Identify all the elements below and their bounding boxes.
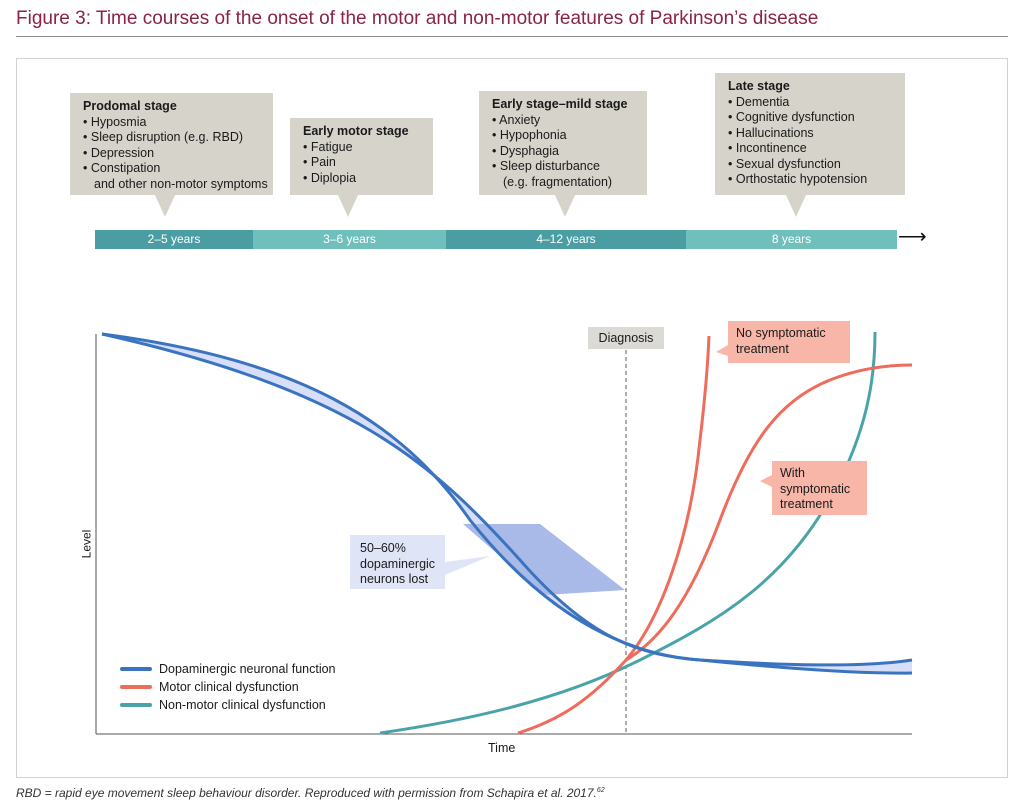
stage-item: Dementia: [728, 95, 895, 111]
timeline-segment-2: 3–6 years: [253, 230, 446, 249]
non-motor-curve: [379, 331, 877, 735]
legend-item: Non-motor clinical dysfunction: [120, 696, 336, 714]
stage-item: Hypophonia: [492, 128, 637, 144]
legend-item: Motor clinical dysfunction: [120, 678, 336, 696]
figure-frame: [16, 58, 1008, 778]
legend-swatch: [120, 703, 152, 707]
legend-label: Motor clinical dysfunction: [159, 680, 299, 694]
stage-item: Pain: [303, 155, 423, 171]
stage-item-continuation: and other non-motor symptoms: [94, 176, 268, 191]
legend-label: Non-motor clinical dysfunction: [159, 698, 326, 712]
stage-pointer: [555, 195, 575, 217]
motor-curve-untreated: [517, 335, 711, 735]
callout-neurons-lost: 50–60% dopaminergic neurons lost: [350, 535, 445, 589]
timeline-arrow-icon: ⟶: [898, 226, 927, 248]
stage-item: Dysphagia: [492, 144, 637, 160]
stage-pointer: [338, 195, 358, 217]
stage-item: Sleep disturbance: [492, 159, 637, 175]
stage-box-prodromal: Prodomal stage Hyposmia Sleep disruption…: [70, 93, 273, 195]
dopaminergic-curve-upper: [101, 332, 913, 667]
stage-item: Incontinence: [728, 141, 895, 157]
timeline-segment-3: 4–12 years: [446, 230, 686, 249]
diagnosis-label: Diagnosis: [588, 327, 664, 349]
motor-curve-treated: [625, 363, 913, 662]
stage-pointer: [786, 195, 806, 217]
y-axis-label: Level: [79, 529, 94, 559]
stage-pointer: [155, 195, 175, 217]
stage-item: Cognitive dysfunction: [728, 110, 895, 126]
legend-swatch: [120, 667, 152, 671]
title-divider: [16, 36, 1008, 37]
footnote-text: RBD = rapid eye movement sleep behaviour…: [16, 786, 597, 800]
legend: Dopaminergic neuronal function Motor cli…: [120, 660, 336, 714]
x-axis-label: Time: [488, 741, 516, 755]
dopaminergic-curve-lower: [101, 332, 913, 675]
stage-item: Sleep disruption (e.g. RBD): [83, 130, 263, 146]
stage-item: Hyposmia: [83, 115, 263, 131]
footnote: RBD = rapid eye movement sleep behaviour…: [16, 786, 605, 800]
footnote-reference: 62: [596, 787, 605, 794]
callout-no-treatment: No symptomatic treatment: [728, 321, 850, 363]
legend-swatch: [120, 685, 152, 689]
stage-title: Prodomal stage: [83, 99, 177, 113]
stage-item: Fatigue: [303, 140, 423, 156]
stage-item: Hallucinations: [728, 126, 895, 142]
stage-item: Sexual dysfunction: [728, 157, 895, 173]
stage-title: Early stage–mild stage: [492, 97, 628, 111]
callout-pointer-red-2: [760, 475, 772, 487]
stage-box-early-motor: Early motor stage Fatigue Pain Diplopia: [290, 118, 433, 195]
callout-pointer-red-1: [716, 345, 728, 356]
timeline-segment-4: 8 years: [686, 230, 897, 249]
callout-pointer-blue: [445, 556, 490, 575]
stage-box-late: Late stage Dementia Cognitive dysfunctio…: [715, 73, 905, 195]
figure-title: Figure 3: Time courses of the onset of t…: [16, 8, 819, 29]
callout-with-treatment: With symptomatic treatment: [772, 461, 867, 515]
legend-label: Dopaminergic neuronal function: [159, 662, 336, 676]
timeline-segment-1: 2–5 years: [95, 230, 253, 249]
stage-item: Diplopia: [303, 171, 423, 187]
stage-item-continuation: (e.g. fragmentation): [503, 174, 613, 189]
stage-item: Orthostatic hypotension: [728, 172, 895, 188]
stage-title: Early motor stage: [303, 124, 409, 138]
stage-item: Constipation: [83, 161, 263, 177]
stage-item: Depression: [83, 146, 263, 162]
stage-title: Late stage: [728, 79, 790, 93]
stage-box-early-mild: Early stage–mild stage Anxiety Hypophoni…: [479, 91, 647, 195]
stage-item: Anxiety: [492, 113, 637, 129]
legend-item: Dopaminergic neuronal function: [120, 660, 336, 678]
